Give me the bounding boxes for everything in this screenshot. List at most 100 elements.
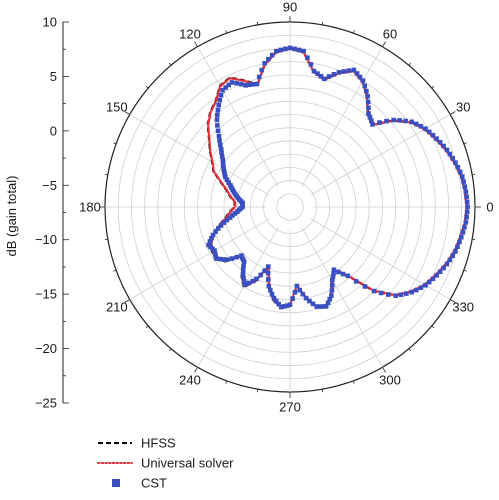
cst-point — [336, 269, 341, 275]
cst-point — [284, 303, 290, 308]
cst-point — [216, 102, 222, 108]
cst-point — [241, 275, 246, 280]
cst-point — [462, 225, 467, 230]
cst-point — [457, 239, 462, 245]
grid-spoke — [197, 227, 279, 368]
cst-point — [217, 97, 223, 103]
cst-point — [265, 270, 271, 276]
angle-tick — [463, 142, 467, 145]
grid-ring — [263, 180, 317, 234]
cst-point — [229, 80, 235, 85]
angle-tick — [124, 299, 130, 303]
cst-point — [450, 155, 456, 161]
cst-point — [365, 99, 371, 105]
angle-tick — [352, 380, 355, 384]
angle-tick — [408, 348, 412, 352]
angle-tick — [113, 269, 117, 272]
cst-point — [232, 211, 238, 216]
cst-point — [464, 194, 469, 200]
grid-spoke — [301, 227, 383, 368]
cst-point — [269, 52, 275, 58]
angle-tick — [382, 367, 386, 373]
cst-point — [363, 88, 369, 94]
cst-point — [273, 298, 279, 304]
radial-tick-label: −20 — [35, 341, 57, 356]
cst-point — [461, 179, 466, 184]
radial-tick-label: −15 — [35, 287, 57, 302]
cst-point — [259, 67, 265, 73]
cst-point — [292, 46, 297, 52]
angle-tick-label: 180 — [79, 200, 101, 215]
angle-tick-label: 120 — [179, 26, 201, 41]
cst-point — [409, 119, 414, 125]
cst-point — [265, 277, 271, 282]
cst-point — [362, 284, 368, 289]
cst-point — [234, 80, 239, 86]
cst-point — [369, 118, 374, 124]
cst-point — [238, 81, 244, 87]
cst-point — [331, 72, 337, 77]
cst-point — [278, 47, 284, 53]
angle-tick — [194, 41, 198, 47]
cst-point — [414, 121, 419, 127]
cst-point — [430, 132, 436, 138]
cst-point — [418, 285, 424, 291]
cst-point — [215, 112, 220, 118]
cst-point — [207, 239, 213, 244]
angle-tick — [472, 238, 476, 241]
legend-label: HFSS — [141, 436, 176, 451]
cst-point — [315, 71, 320, 76]
cst-point — [393, 293, 398, 298]
y-axis-label: dB (gain total) — [4, 176, 19, 257]
cst-point — [403, 118, 408, 124]
cst-point — [317, 304, 323, 309]
cst-point — [230, 213, 235, 218]
cst-point — [322, 76, 327, 82]
cst-point — [404, 291, 409, 296]
cst-point — [214, 117, 220, 123]
cst-point — [464, 209, 470, 215]
cst-point — [271, 295, 277, 301]
angle-tick-label: 150 — [106, 100, 128, 115]
cst-point — [437, 139, 443, 145]
cst-point — [323, 304, 329, 309]
cst-point — [212, 248, 217, 253]
cst-point — [325, 300, 331, 306]
cst-point — [254, 81, 260, 87]
cst-point — [459, 174, 465, 179]
cst-point — [310, 301, 316, 307]
angle-tick — [225, 30, 228, 34]
cst-point — [226, 180, 231, 185]
cst-point — [314, 304, 319, 309]
cst-point — [384, 118, 389, 124]
cst-point — [274, 48, 279, 54]
angle-tick — [256, 389, 259, 393]
radial-tick-label: −10 — [35, 232, 57, 247]
cst-point — [307, 298, 312, 304]
cst-point — [217, 138, 222, 143]
grid-spoke — [129, 218, 270, 300]
cst-point — [214, 256, 219, 261]
cst-point — [221, 257, 226, 262]
cst-point — [220, 160, 226, 166]
cst-point — [240, 267, 246, 273]
cst-point — [397, 118, 402, 123]
cst-point — [276, 301, 281, 307]
cst-point — [414, 287, 419, 293]
cst-point — [418, 123, 424, 129]
cst-point — [220, 157, 226, 163]
cst-point — [209, 235, 214, 241]
radial-axis: 10 5 0 −5 −10 −15 −20 −25 — [35, 15, 69, 411]
cst-point — [290, 296, 295, 301]
cst-point — [371, 288, 377, 294]
cst-point — [386, 292, 391, 297]
cst-point — [243, 83, 249, 88]
legend-swatch-cst — [112, 479, 120, 487]
cst-point — [267, 287, 273, 293]
cst-point — [378, 290, 384, 296]
cst-point — [281, 304, 287, 309]
cst-point — [240, 271, 246, 277]
cst-point — [250, 278, 256, 284]
cst-point — [223, 174, 228, 180]
cst-point — [398, 292, 404, 298]
